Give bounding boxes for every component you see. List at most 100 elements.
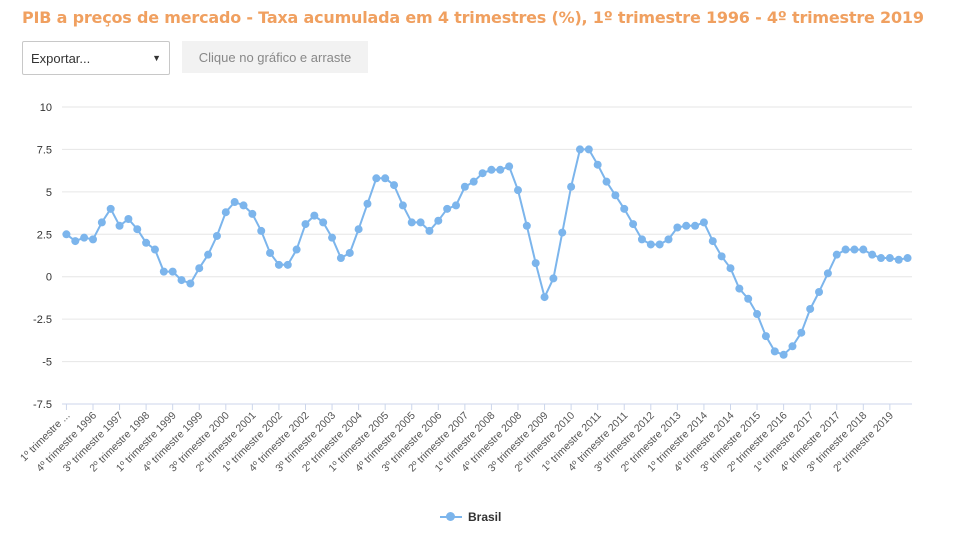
data-point[interactable] <box>97 218 106 227</box>
data-point[interactable] <box>699 218 708 227</box>
data-point[interactable] <box>611 191 620 200</box>
data-point[interactable] <box>629 220 638 229</box>
data-point[interactable] <box>363 199 372 208</box>
data-point[interactable] <box>204 250 213 259</box>
data-point[interactable] <box>381 174 390 183</box>
data-point[interactable] <box>168 267 177 276</box>
data-point[interactable] <box>788 342 797 351</box>
data-point[interactable] <box>815 287 824 296</box>
data-point[interactable] <box>62 230 71 239</box>
data-point[interactable] <box>434 216 443 225</box>
data-point[interactable] <box>310 211 319 220</box>
data-point[interactable] <box>567 182 576 191</box>
data-point[interactable] <box>584 145 593 154</box>
data-point[interactable] <box>868 250 877 259</box>
data-point[interactable] <box>115 221 124 230</box>
data-point[interactable] <box>797 328 806 337</box>
data-point[interactable] <box>257 226 266 235</box>
data-point[interactable] <box>345 248 354 257</box>
data-point[interactable] <box>894 255 903 264</box>
export-select[interactable]: Exportar... ▼ <box>22 41 170 75</box>
data-point[interactable] <box>885 254 894 263</box>
data-point[interactable] <box>505 162 514 171</box>
data-point[interactable] <box>478 169 487 178</box>
data-point[interactable] <box>726 264 735 273</box>
data-point[interactable] <box>328 233 337 242</box>
data-point[interactable] <box>460 182 469 191</box>
data-point[interactable] <box>186 279 195 288</box>
data-point[interactable] <box>150 245 159 254</box>
data-point[interactable] <box>832 250 841 259</box>
data-point[interactable] <box>779 350 788 359</box>
data-point[interactable] <box>274 260 283 269</box>
data-point[interactable] <box>292 245 301 254</box>
data-point[interactable] <box>106 204 115 213</box>
data-point[interactable] <box>761 332 770 341</box>
data-point[interactable] <box>558 228 567 237</box>
data-point[interactable] <box>283 260 292 269</box>
data-point[interactable] <box>372 174 381 183</box>
data-point[interactable] <box>646 240 655 249</box>
data-point[interactable] <box>142 238 151 247</box>
data-point[interactable] <box>124 215 133 224</box>
data-point[interactable] <box>71 237 80 246</box>
data-point[interactable] <box>593 160 602 169</box>
data-point[interactable] <box>620 204 629 213</box>
data-point[interactable] <box>823 269 832 278</box>
data-point[interactable] <box>230 198 239 207</box>
data-point[interactable] <box>655 240 664 249</box>
data-point[interactable] <box>673 223 682 232</box>
drag-hint-button[interactable]: Clique no gráfico e arraste <box>182 41 368 73</box>
data-point[interactable] <box>407 218 416 227</box>
data-point[interactable] <box>88 235 97 244</box>
data-point[interactable] <box>549 274 558 283</box>
data-point[interactable] <box>770 347 779 356</box>
data-point[interactable] <box>487 165 496 174</box>
data-point[interactable] <box>841 245 850 254</box>
data-point[interactable] <box>903 254 912 263</box>
data-point[interactable] <box>443 204 452 213</box>
data-point[interactable] <box>319 218 328 227</box>
data-point[interactable] <box>531 259 540 268</box>
data-point[interactable] <box>877 254 886 263</box>
data-point[interactable] <box>691 221 700 230</box>
legend-item-brasil[interactable]: Brasil <box>440 510 501 524</box>
data-point[interactable] <box>682 221 691 230</box>
data-point[interactable] <box>575 145 584 154</box>
data-point[interactable] <box>159 267 168 276</box>
data-point[interactable] <box>416 218 425 227</box>
data-point[interactable] <box>513 186 522 195</box>
data-point[interactable] <box>425 226 434 235</box>
data-point[interactable] <box>637 235 646 244</box>
data-point[interactable] <box>664 235 673 244</box>
data-point[interactable] <box>221 208 230 217</box>
data-point[interactable] <box>398 201 407 210</box>
data-point[interactable] <box>735 284 744 293</box>
data-point[interactable] <box>266 248 275 257</box>
data-point[interactable] <box>248 209 257 218</box>
data-point[interactable] <box>301 220 310 229</box>
data-point[interactable] <box>753 310 762 319</box>
data-point[interactable] <box>212 231 221 240</box>
data-point[interactable] <box>80 233 89 242</box>
data-point[interactable] <box>708 237 717 246</box>
data-point[interactable] <box>354 225 363 234</box>
data-point[interactable] <box>859 245 868 254</box>
data-point[interactable] <box>469 177 478 186</box>
data-point[interactable] <box>806 304 815 313</box>
data-point[interactable] <box>717 252 726 261</box>
data-point[interactable] <box>133 225 142 234</box>
data-point[interactable] <box>744 294 753 303</box>
data-point[interactable] <box>336 254 345 263</box>
data-point[interactable] <box>452 201 461 210</box>
data-point[interactable] <box>850 245 859 254</box>
data-point[interactable] <box>195 264 204 273</box>
data-point[interactable] <box>602 177 611 186</box>
data-point[interactable] <box>239 201 248 210</box>
data-point[interactable] <box>390 181 399 190</box>
data-point[interactable] <box>177 276 186 285</box>
data-point[interactable] <box>496 165 505 174</box>
data-point[interactable] <box>522 221 531 230</box>
data-point[interactable] <box>540 293 549 302</box>
